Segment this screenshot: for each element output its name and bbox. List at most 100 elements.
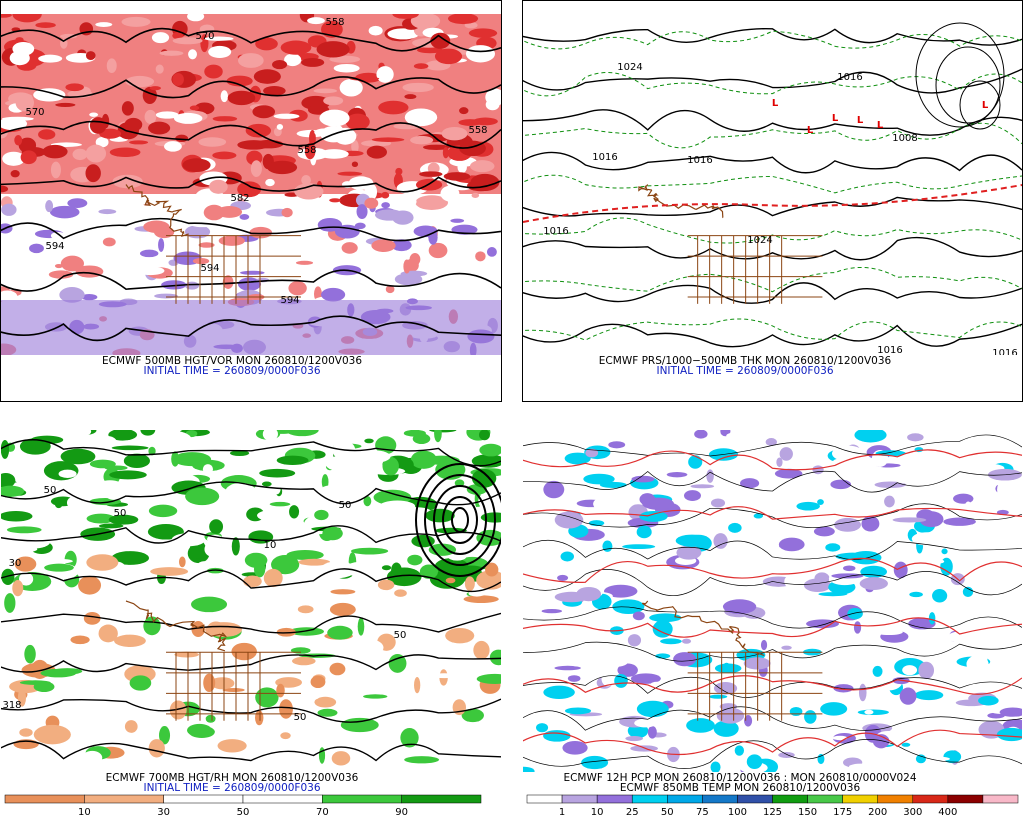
- shaded-area: [476, 673, 501, 684]
- contour-line: [523, 539, 1022, 560]
- shaded-area: [357, 617, 365, 636]
- colorbar-swatch: [982, 794, 1019, 804]
- shaded-area: [713, 720, 739, 737]
- shaded-area: [314, 696, 337, 708]
- shaded-area: [38, 129, 56, 140]
- shaded-area: [54, 263, 63, 269]
- colorbar-label: 75: [696, 807, 709, 818]
- contour-label: 582: [230, 193, 249, 204]
- shaded-area: [123, 453, 150, 469]
- colorbar-swatch: [807, 794, 843, 804]
- shaded-area: [78, 575, 102, 595]
- colorbar-swatch: [877, 794, 914, 804]
- shaded-area: [387, 28, 420, 40]
- contour-line: [523, 30, 1022, 50]
- shaded-area: [222, 275, 234, 289]
- shaded-area: [329, 602, 356, 617]
- shaded-area: [947, 631, 980, 644]
- shaded-area: [713, 533, 728, 549]
- shaded-area: [1012, 489, 1022, 505]
- shaded-area: [585, 448, 599, 458]
- shaded-area: [381, 191, 390, 199]
- shaded-area: [683, 490, 701, 501]
- colorbar-swatch: [947, 794, 984, 804]
- shaded-area: [489, 649, 501, 666]
- shaded-area: [104, 465, 128, 471]
- shaded-area: [293, 522, 301, 541]
- shaded-area: [276, 455, 309, 466]
- shaded-area: [1, 203, 17, 216]
- shaded-area: [178, 556, 186, 568]
- shaded-area: [394, 589, 407, 597]
- shaded-area: [212, 116, 238, 122]
- shaded-area: [581, 755, 609, 770]
- shaded-area: [599, 481, 627, 489]
- shaded-area: [144, 207, 153, 220]
- shaded-area: [285, 430, 319, 437]
- colorbar-swatch: [737, 794, 773, 804]
- shaded-area: [843, 565, 856, 572]
- shaded-area: [188, 49, 197, 60]
- colorbar-swatch: [842, 794, 878, 804]
- shaded-area: [289, 505, 300, 519]
- map-layer: 558 570 570 558 582 594 594 594 558: [1, 14, 501, 355]
- shaded-area: [542, 538, 555, 546]
- shaded-area: [820, 748, 831, 754]
- shaded-area: [591, 742, 621, 760]
- shaded-area: [259, 468, 296, 478]
- shaded-area: [191, 596, 228, 613]
- shaded-area: [557, 574, 569, 581]
- contour-line: [523, 675, 1022, 695]
- colorbar-swatch: [667, 794, 703, 804]
- shaded-area: [81, 293, 98, 301]
- shaded-area: [415, 195, 449, 210]
- contour-line: [523, 557, 1022, 583]
- low-center: L: [877, 120, 884, 131]
- shaded-area: [636, 700, 669, 718]
- shaded-area: [33, 88, 66, 102]
- shaded-area: [914, 690, 944, 701]
- shaded-area: [476, 529, 501, 546]
- contour-line: [523, 196, 1022, 217]
- shaded-area: [9, 50, 30, 66]
- shaded-area: [604, 584, 638, 598]
- shaded-area: [778, 559, 787, 575]
- shaded-area: [419, 171, 443, 177]
- shaded-area: [1, 510, 33, 522]
- shaded-area: [72, 148, 88, 161]
- shaded-area: [418, 686, 433, 697]
- shaded-area: [371, 137, 405, 142]
- shaded-area: [313, 88, 338, 94]
- shaded-area: [312, 583, 323, 592]
- shaded-area: [806, 619, 839, 629]
- shaded-area: [109, 470, 147, 480]
- shaded-area: [858, 683, 867, 702]
- shaded-area: [295, 260, 314, 265]
- contour-line: [935, 46, 1001, 124]
- shaded-area: [756, 523, 776, 529]
- shaded-area: [719, 703, 738, 711]
- shaded-area: [992, 551, 1014, 558]
- shaded-area: [727, 562, 752, 571]
- shaded-area: [996, 727, 1022, 742]
- shaded-area: [172, 73, 184, 86]
- shaded-area: [1, 290, 18, 303]
- shaded-area: [217, 739, 247, 753]
- colorbar-label: 10: [78, 807, 91, 818]
- contour-label: 594: [45, 241, 64, 252]
- contour-line: [1, 654, 501, 673]
- shaded-area: [318, 485, 344, 503]
- shaded-area: [875, 629, 903, 636]
- contour-line: [523, 617, 1022, 638]
- shaded-area: [323, 96, 344, 106]
- shaded-area: [20, 150, 37, 165]
- contour-label: 50: [44, 485, 57, 496]
- contour-label: 1016: [992, 348, 1017, 359]
- shaded-area: [217, 430, 233, 441]
- shaded-area: [204, 64, 223, 79]
- shaded-area: [564, 707, 592, 715]
- shaded-area: [6, 526, 42, 534]
- shaded-area: [155, 111, 179, 119]
- shaded-area: [760, 639, 768, 651]
- contour-line: [915, 22, 1005, 128]
